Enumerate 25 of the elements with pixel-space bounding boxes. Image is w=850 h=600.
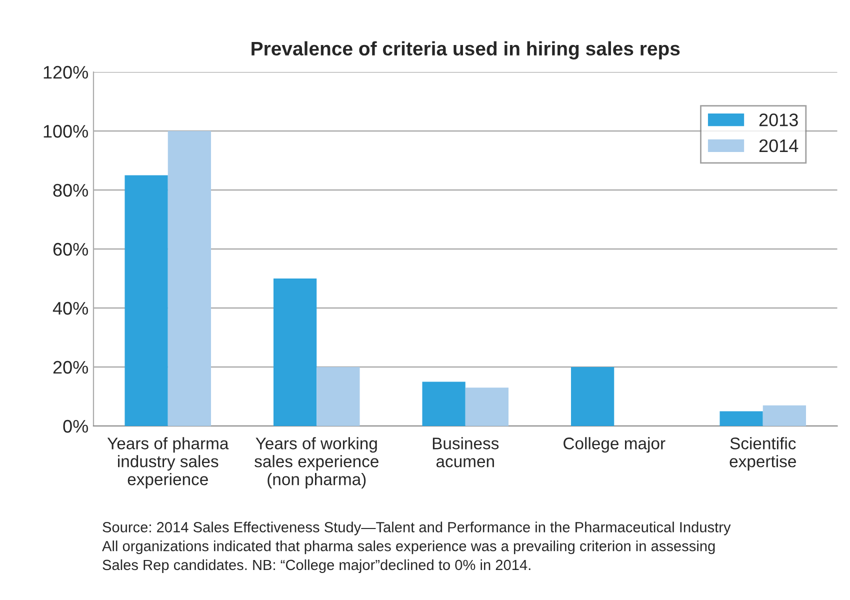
y-tick-label: 100% [44,124,88,138]
bar [316,367,360,426]
x-tick-label: College major [564,437,666,453]
x-tick-label: Years of working sales experience (non pharma) [254,437,378,489]
chart-title: Prevalence of criteria used in hiring sales reps [252,41,680,60]
legend-label: 2013 [759,114,798,126]
bar [124,175,168,426]
bar [168,131,212,426]
y-tick-label: 80% [53,184,88,197]
bar [273,278,317,426]
y-tick-label: 0% [63,420,88,433]
y-tick-label: 120% [44,66,88,79]
bar [465,388,509,426]
bar [570,367,614,426]
legend-label: 2014 [759,139,798,152]
x-tick-label: Scientific expertise [730,437,796,471]
bar [422,382,466,426]
y-tick-label: 40% [52,302,88,315]
bar [720,411,763,426]
x-tick-label: Business acumen [432,437,499,468]
y-tick-label: 20% [53,360,88,374]
x-tick-label: Years of pharma industry sales experience [107,437,229,489]
source-note: Source: 2014 Sales Effectiveness Study—Talent and Performance in the Pharmaceutical Industry All organizations indicated that pharma sales experience was a prevailing criterion in assessing Sales Rep candidates. NB: “College major”declined to 0% in 2014. [102,522,731,573]
bar [762,405,806,426]
y-tick-label: 60% [53,242,88,256]
